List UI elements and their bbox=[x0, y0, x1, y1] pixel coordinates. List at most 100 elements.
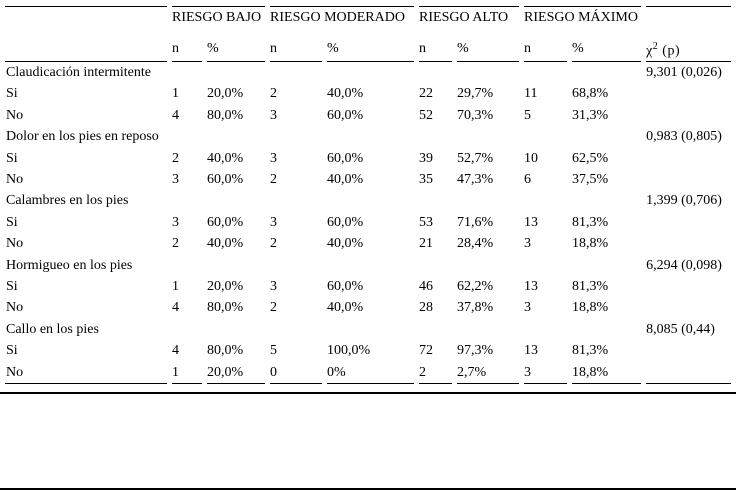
row-label: Si bbox=[6, 86, 18, 102]
value-cell: 40,0% bbox=[327, 172, 364, 188]
value-cell: 52 bbox=[419, 107, 434, 123]
value-cell: 4 bbox=[172, 300, 179, 316]
chi-squared-value: 1,399 (0,706) bbox=[646, 193, 722, 209]
data-row: No 1 20,0% 0 0% 2 2,7% 3 18,8% bbox=[5, 362, 732, 385]
data-row: No 2 40,0% 2 40,0% 21 28,4% 3 18,8% bbox=[5, 233, 731, 254]
empty-cell bbox=[207, 319, 265, 340]
chi-squared-value: 6,294 (0,098) bbox=[646, 257, 722, 273]
empty-cell bbox=[646, 362, 732, 385]
value-cell: 21 bbox=[419, 236, 434, 252]
empty-cell bbox=[327, 255, 414, 276]
section-title: Claudicación intermitente bbox=[6, 65, 152, 80]
value-cell: 2 bbox=[270, 236, 278, 252]
group-header-row: RIESGO BAJO RIESGO MODERADO RIESGO ALTO … bbox=[5, 6, 732, 40]
empty-cell bbox=[172, 255, 202, 276]
value-cell: 81,3% bbox=[572, 343, 609, 359]
section-title: Hormigueo en los pies bbox=[6, 257, 133, 273]
chi-squared-value: 9,301 (0,026) bbox=[646, 65, 722, 80]
empty-cell bbox=[457, 126, 519, 147]
data-row: No 4 80,0% 3 60,0% 52 70,3% 5 31,3% bbox=[5, 105, 731, 126]
chi-superscript: 2 bbox=[652, 41, 659, 52]
empty-cell bbox=[419, 190, 452, 211]
value-cell: 3 bbox=[270, 214, 278, 230]
row-label: Si bbox=[6, 279, 18, 295]
value-cell: 4 bbox=[172, 107, 179, 123]
value-cell: 70,3% bbox=[457, 107, 494, 123]
value-cell: 18,8% bbox=[572, 362, 642, 385]
value-cell: 2 bbox=[270, 172, 278, 188]
subheader-n: n bbox=[172, 40, 202, 62]
empty-cell bbox=[524, 255, 567, 276]
value-cell: 37,5% bbox=[572, 172, 609, 188]
value-cell: 52,7% bbox=[457, 150, 494, 166]
value-cell: 39 bbox=[419, 150, 434, 166]
empty-cell bbox=[172, 190, 202, 211]
empty-cell bbox=[270, 319, 322, 340]
group-header-riesgo-moderado: RIESGO MODERADO bbox=[270, 6, 415, 40]
empty-cell bbox=[646, 148, 731, 169]
value-cell: 1 bbox=[172, 86, 179, 102]
value-cell: 100,0% bbox=[327, 343, 371, 359]
section-title-row: Dolor en los pies en reposo 0,983 (0,805) bbox=[5, 126, 731, 147]
value-cell: 37,8% bbox=[457, 300, 494, 316]
section-title: Callo en los pies bbox=[6, 321, 99, 337]
value-cell: 3 bbox=[524, 362, 568, 385]
value-cell: 0% bbox=[327, 362, 415, 385]
empty-cell bbox=[270, 126, 322, 147]
row-label: No bbox=[6, 107, 24, 123]
value-cell: 20,0% bbox=[207, 86, 244, 102]
row-label: Si bbox=[6, 343, 18, 359]
value-cell: 60,0% bbox=[327, 279, 364, 295]
value-cell: 81,3% bbox=[572, 214, 609, 230]
data-row: Si 2 40,0% 3 60,0% 39 52,7% 10 62,5% bbox=[5, 148, 731, 169]
value-cell: 31,3% bbox=[572, 107, 609, 123]
chi-symbol: χ bbox=[646, 43, 653, 59]
value-cell: 71,6% bbox=[457, 214, 494, 230]
value-cell: 2 bbox=[270, 86, 278, 102]
empty-cell bbox=[524, 126, 567, 147]
value-cell: 1 bbox=[172, 362, 202, 385]
empty-cell bbox=[457, 319, 519, 340]
value-cell: 40,0% bbox=[327, 86, 364, 102]
empty-cell bbox=[207, 126, 265, 147]
value-cell: 81,3% bbox=[572, 279, 609, 295]
empty-cell bbox=[172, 319, 202, 340]
empty-cell bbox=[172, 126, 202, 147]
value-cell: 2 bbox=[270, 300, 278, 316]
subheader-n: n bbox=[524, 40, 568, 62]
data-row: No 4 80,0% 2 40,0% 28 37,8% 3 18,8% bbox=[5, 297, 731, 318]
value-cell: 60,0% bbox=[207, 214, 244, 230]
value-cell: 97,3% bbox=[457, 343, 494, 359]
corner-cell bbox=[5, 6, 167, 40]
empty-cell bbox=[207, 190, 265, 211]
value-cell: 3 bbox=[172, 214, 179, 230]
empty-cell bbox=[207, 62, 265, 83]
empty-cell bbox=[572, 126, 641, 147]
value-cell: 5 bbox=[524, 107, 532, 123]
value-cell: 3 bbox=[270, 150, 278, 166]
value-cell: 20,0% bbox=[207, 362, 266, 385]
value-cell: 62,5% bbox=[572, 150, 609, 166]
empty-cell bbox=[419, 126, 452, 147]
subheader-label-cell bbox=[5, 40, 167, 62]
empty-cell bbox=[646, 233, 731, 254]
chi-squared-value: 0,983 (0,805) bbox=[646, 129, 722, 145]
value-cell: 1 bbox=[172, 279, 179, 295]
section-title-row: Claudicación intermitente 9,301 (0,026) bbox=[5, 62, 731, 83]
empty-cell bbox=[646, 340, 731, 361]
empty-cell bbox=[457, 255, 519, 276]
value-cell: 5 bbox=[270, 343, 278, 359]
value-cell: 60,0% bbox=[207, 172, 244, 188]
value-cell: 47,3% bbox=[457, 172, 494, 188]
data-row: No 3 60,0% 2 40,0% 35 47,3% 6 37,5% bbox=[5, 169, 731, 190]
subheader-row: n % n % n % n % χ2 (p) bbox=[5, 40, 732, 62]
p-label: (p) bbox=[662, 43, 681, 59]
value-cell: 62,2% bbox=[457, 279, 494, 295]
value-cell: 40,0% bbox=[327, 300, 364, 316]
row-label: No bbox=[6, 172, 24, 188]
empty-cell bbox=[207, 255, 265, 276]
value-cell: 28,4% bbox=[457, 236, 494, 252]
empty-cell bbox=[419, 319, 452, 340]
value-cell: 35 bbox=[419, 172, 434, 188]
value-cell: 60,0% bbox=[327, 214, 364, 230]
